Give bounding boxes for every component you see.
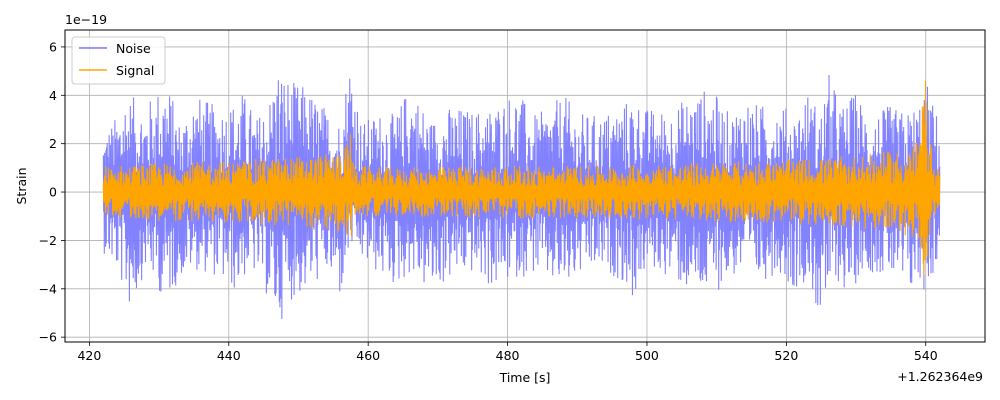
series-layer — [102, 75, 941, 319]
x-tick-label: 460 — [356, 348, 380, 363]
y-axis-label: Strain — [14, 167, 29, 204]
x-tick-label: 420 — [77, 348, 101, 363]
y-tick-label: 6 — [49, 39, 57, 54]
plot-frame — [64, 29, 986, 343]
x-offset-label: +1.262364e9 — [897, 369, 983, 384]
x-tick-label: 480 — [496, 348, 520, 363]
x-tick-label: 440 — [217, 348, 241, 363]
y-tick-label: −2 — [39, 233, 57, 248]
y-tick-label: 0 — [49, 185, 57, 200]
legend: Noise Signal — [71, 36, 166, 85]
y-tick-label: −4 — [39, 281, 57, 296]
legend-label-signal: Signal — [116, 63, 154, 78]
y-axis-ticks: −6 −4 −2 0 2 4 6 — [39, 39, 65, 345]
x-axis-label: Time [s] — [499, 370, 551, 385]
series-line-signal — [102, 80, 941, 275]
y-tick-label: −6 — [39, 330, 57, 345]
y-tick-label: 4 — [49, 88, 57, 103]
x-tick-label: 500 — [635, 348, 659, 363]
x-tick-label: 540 — [914, 348, 938, 363]
legend-label-noise: Noise — [116, 41, 151, 56]
x-tick-label: 520 — [774, 348, 798, 363]
y-tick-label: 2 — [49, 136, 57, 151]
x-axis-ticks: 420 440 460 480 500 520 540 — [77, 342, 938, 363]
y-scale-label: 1e−19 — [65, 12, 107, 27]
